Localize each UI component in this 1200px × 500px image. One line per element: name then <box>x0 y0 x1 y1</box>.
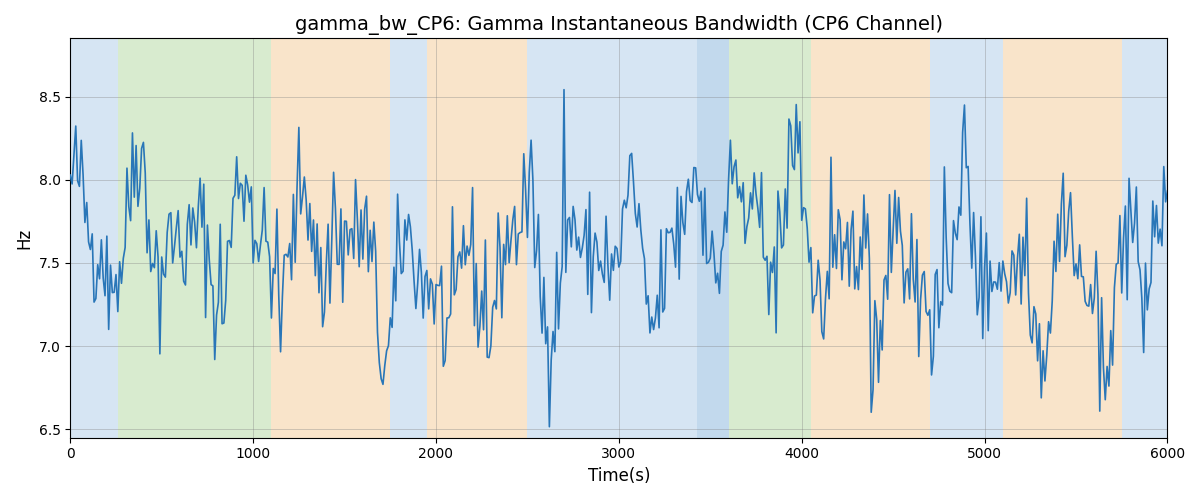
Bar <box>1003 38 1122 438</box>
X-axis label: Time(s): Time(s) <box>588 467 650 485</box>
Bar <box>811 38 930 438</box>
Bar <box>728 38 811 438</box>
Bar <box>528 38 697 438</box>
Bar <box>697 38 728 438</box>
Bar <box>427 38 528 438</box>
Bar <box>118 38 271 438</box>
Y-axis label: Hz: Hz <box>16 228 34 248</box>
Bar <box>71 38 118 438</box>
Bar <box>271 38 390 438</box>
Title: gamma_bw_CP6: Gamma Instantaneous Bandwidth (CP6 Channel): gamma_bw_CP6: Gamma Instantaneous Bandwi… <box>295 15 943 35</box>
Bar <box>930 38 1003 438</box>
Bar <box>1122 38 1168 438</box>
Bar <box>390 38 427 438</box>
